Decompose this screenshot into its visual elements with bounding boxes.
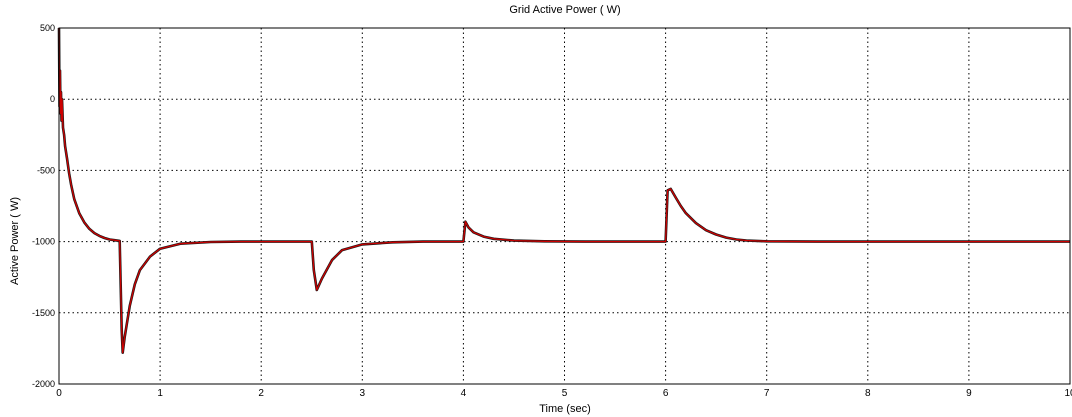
x-tick-label: 0 xyxy=(56,388,62,399)
grid-lines xyxy=(59,28,1070,384)
y-tick-label: -1000 xyxy=(32,237,55,247)
x-tick-label: 3 xyxy=(360,388,366,399)
x-tick-label: 5 xyxy=(562,388,568,399)
plot-area-frame xyxy=(58,27,1071,385)
chart-title: Grid Active Power ( W) xyxy=(509,4,620,16)
y-tick-label: -1500 xyxy=(32,308,55,318)
x-tick-label: 6 xyxy=(663,388,669,399)
tick-labels: 0 1 2 3 4 5 6 7 8 9 10 500 0 -500 -1000 -1500 -2000 xyxy=(32,23,1072,399)
series-layer xyxy=(57,27,1070,355)
x-axis-label: Time (sec) xyxy=(539,403,591,415)
y-axis-label: Active Power ( W) xyxy=(9,197,21,285)
x-tick-label: 9 xyxy=(966,388,972,399)
x-tick-label: 4 xyxy=(461,388,467,399)
x-tick-label: 8 xyxy=(865,388,871,399)
x-tick-label: 2 xyxy=(258,388,264,399)
x-tick-label: 7 xyxy=(764,388,770,399)
y-tick-label: -500 xyxy=(37,165,55,175)
y-tick-label: 500 xyxy=(40,23,55,33)
y-tick-label: 0 xyxy=(50,94,55,104)
x-tick-label: 10 xyxy=(1064,388,1072,399)
x-tick-label: 1 xyxy=(157,388,163,399)
series-line xyxy=(58,27,1070,354)
y-tick-label: -2000 xyxy=(32,379,55,389)
